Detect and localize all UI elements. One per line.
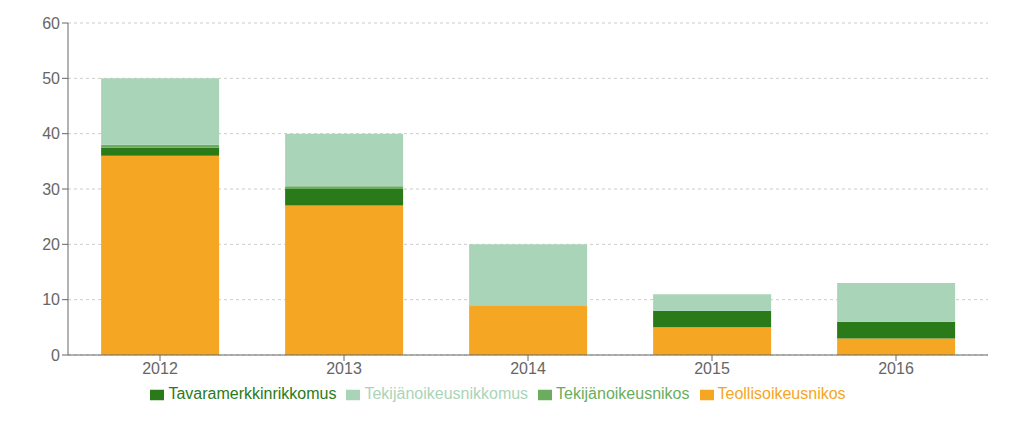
html-text:Teollisoikeusnikos: Teollisoikeusnikos — [717, 385, 846, 402]
svg-text:0: 0 — [51, 347, 60, 364]
svg-text:30: 30 — [42, 181, 60, 198]
svg-text:40: 40 — [42, 125, 60, 142]
svg-text:2013: 2013 — [326, 360, 362, 377]
html-text:Tavaramerkkinrikkomus: Tavaramerkkinrikkomus — [168, 385, 337, 402]
html-text:Tekijänoikeusnikkomus: Tekijänoikeusnikkomus — [364, 385, 529, 402]
svg-text:2016: 2016 — [878, 360, 914, 377]
svg-text:2014: 2014 — [510, 360, 546, 377]
svg-text:50: 50 — [42, 70, 60, 87]
svg-text:20: 20 — [42, 236, 60, 253]
svg-text:10: 10 — [42, 291, 60, 308]
svg-text:2012: 2012 — [142, 360, 178, 377]
svg-text:60: 60 — [42, 15, 60, 32]
html-text:Tekijänoikeusnikos: Tekijänoikeusnikos — [556, 385, 690, 402]
svg-text:2015: 2015 — [694, 360, 730, 377]
